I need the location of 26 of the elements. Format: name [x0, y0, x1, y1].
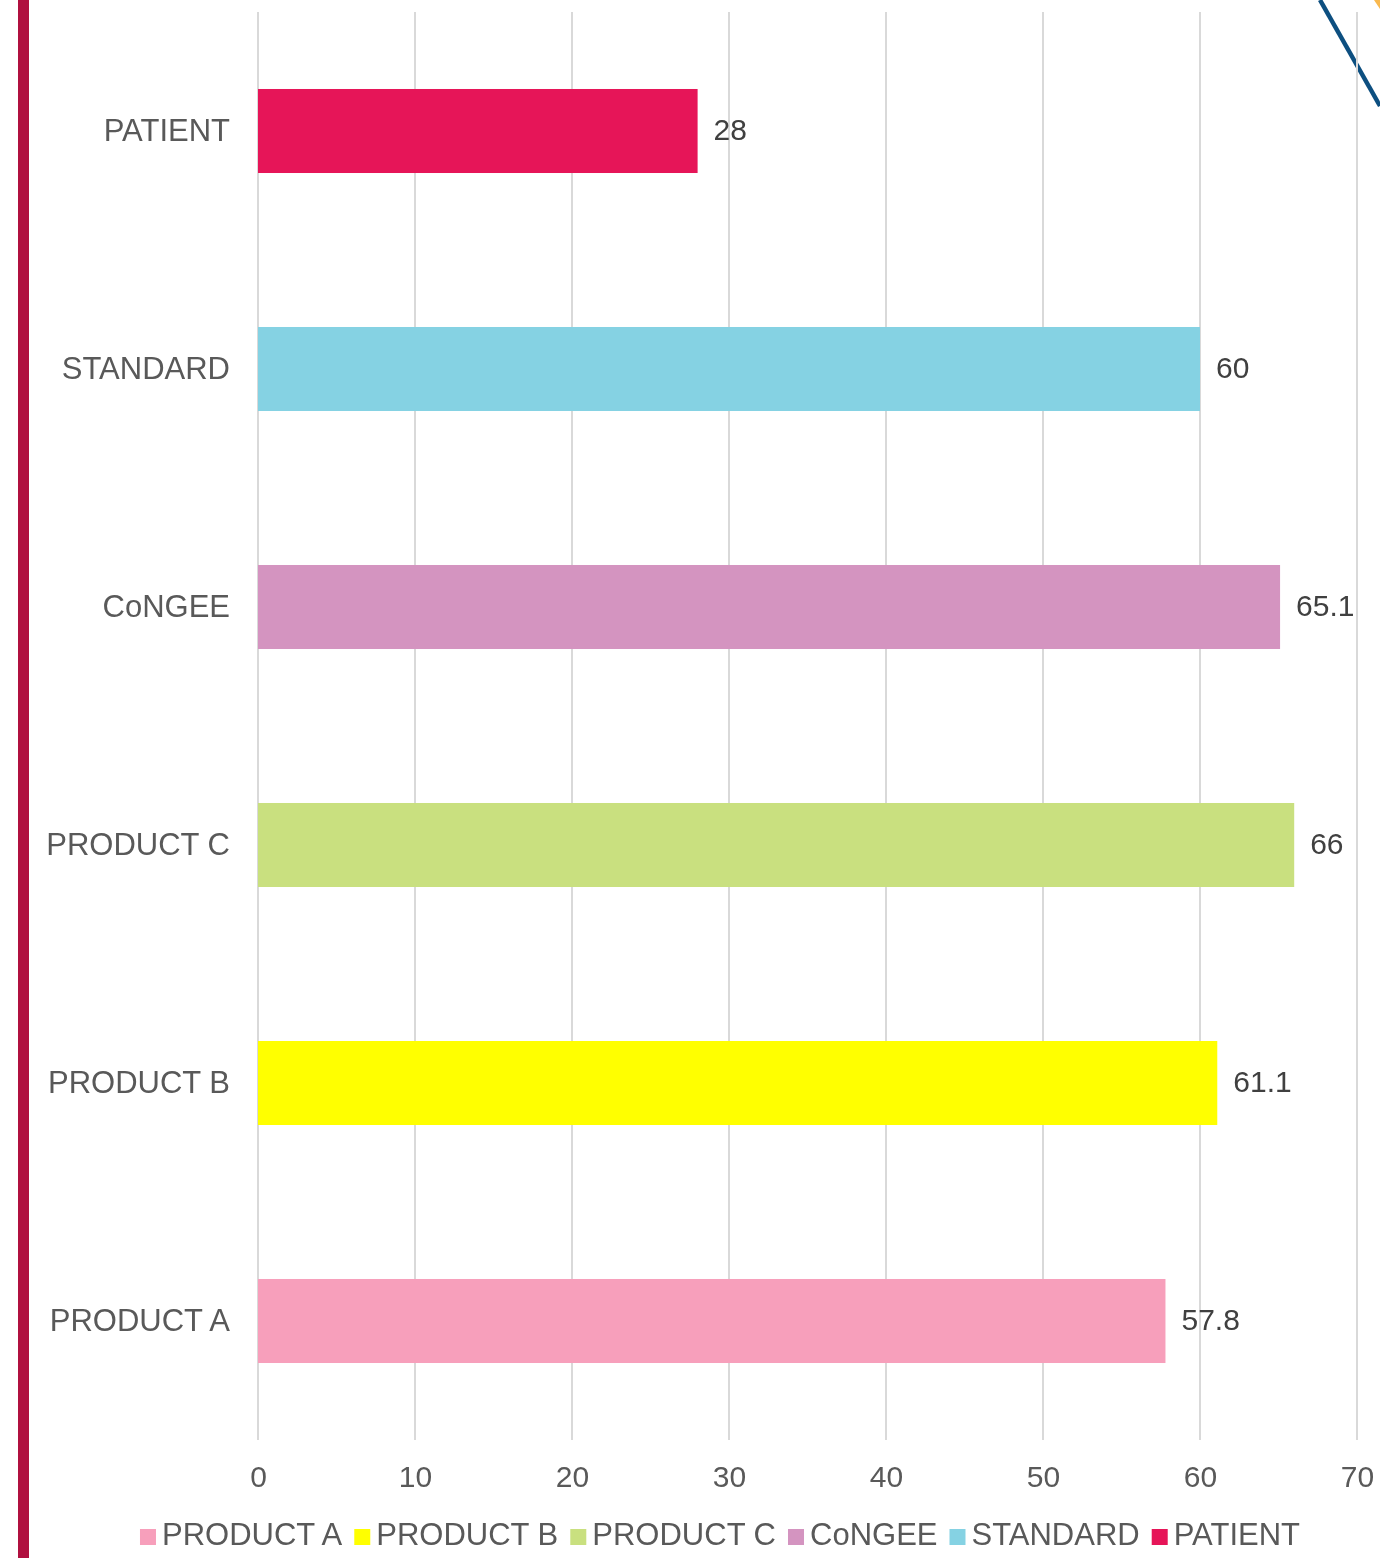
y-tick-label: STANDARD	[61, 350, 230, 386]
x-tick-label: 40	[869, 1460, 904, 1494]
x-tick-label: 50	[1026, 1460, 1061, 1494]
y-tick-label: PRODUCT B	[47, 1064, 230, 1100]
legend-label: PRODUCT C	[592, 1517, 777, 1553]
legend-label: PRODUCT A	[161, 1517, 343, 1553]
x-tick-label: 20	[555, 1460, 590, 1494]
data-label: 65.1	[1296, 588, 1355, 622]
y-tick-label: PRODUCT A	[49, 1302, 231, 1338]
data-label: 60	[1216, 350, 1250, 384]
x-tick-label: 0	[250, 1460, 267, 1494]
y-tick-label: PRODUCT C	[46, 826, 230, 862]
data-label: 57.8	[1181, 1302, 1240, 1336]
data-label: 61.1	[1233, 1064, 1292, 1098]
legend-label: STANDARD	[971, 1517, 1140, 1553]
legend-label: CoNGEE	[810, 1517, 938, 1553]
x-tick-label: 60	[1183, 1460, 1218, 1494]
x-tick-label: 70	[1340, 1460, 1375, 1494]
legend-label: PATIENT	[1173, 1517, 1301, 1553]
x-tick-label: 30	[712, 1460, 747, 1494]
x-tick-label: 10	[398, 1460, 433, 1494]
y-tick-label: CoNGEE	[102, 588, 230, 624]
y-tick-label: PATIENT	[103, 112, 231, 148]
legend-label: PRODUCT B	[376, 1517, 559, 1553]
data-label: 28	[713, 112, 747, 146]
data-label: 66	[1310, 826, 1344, 860]
